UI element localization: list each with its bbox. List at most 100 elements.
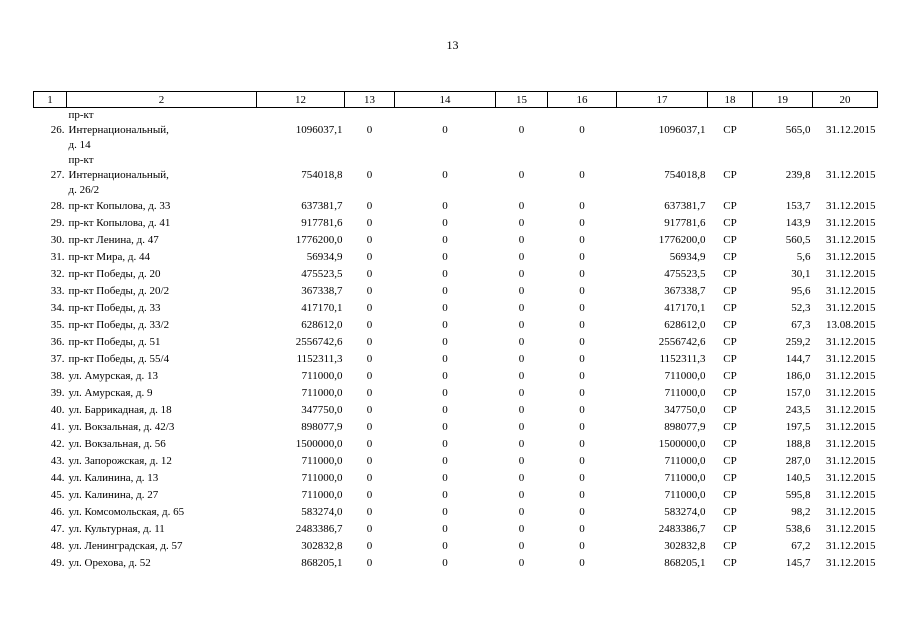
row-number: 33.: [50, 285, 65, 297]
cell-c17: 711000,0: [664, 370, 706, 382]
address-cell: пр-кт Интернациональный, д. 26/2: [67, 153, 257, 198]
cell-c19: 595,8: [785, 489, 811, 501]
table-header-row: 1 2 12 13 14 15 16 17 18 19 20: [33, 91, 878, 108]
cell-c19: 140,5: [785, 472, 811, 484]
cell-c17: 1152311,3: [659, 353, 706, 365]
cell-c15: 0: [518, 387, 525, 399]
address-line: ул. Калинина, д. 27: [68, 489, 159, 501]
row-number: 42.: [50, 438, 65, 450]
cell-c18: СР: [723, 540, 737, 552]
address-cell: пр-кт Победы, д. 33: [67, 300, 257, 317]
table-row: 41. ул. Вокзальная, д. 42/3 898077,9 0 0 0 0 89…: [34, 419, 878, 436]
cell-c13: 0: [366, 251, 373, 263]
cell-c13: 0: [366, 455, 373, 467]
cell-c12: 1500000,0: [295, 438, 343, 450]
address-line: д. 14: [68, 139, 91, 151]
address-line: ул. Калинина, д. 13: [68, 472, 159, 484]
table-row: 38. ул. Амурская, д. 13 711000,0 0 0 0 0 711000…: [34, 368, 878, 385]
address-line: пр-кт Копылова, д. 41: [68, 217, 171, 229]
cell-c16: 0: [579, 404, 585, 416]
cell-c17: 711000,0: [664, 387, 706, 399]
column-header: 13: [344, 91, 395, 108]
address-cell: ул. Комсомольская, д. 65: [67, 504, 257, 521]
row-number: 34.: [50, 302, 65, 314]
column-header: 14: [394, 91, 496, 108]
cell-c16: 0: [579, 421, 585, 433]
row-number: 44.: [50, 472, 65, 484]
address-cell: пр-кт Победы, д. 33/2: [67, 317, 257, 334]
cell-c20: 31.12.2015: [826, 540, 876, 552]
cell-c19: 67,3: [791, 319, 811, 331]
cell-c18: СР: [723, 234, 737, 246]
table-row: 49. ул. Орехова, д. 52 868205,1 0 0 0 0 868205,…: [34, 555, 878, 572]
address-cell: ул. Амурская, д. 13: [67, 368, 257, 385]
table-row: 34. пр-кт Победы, д. 33 417170,1 0 0 0 0 417170…: [34, 300, 878, 317]
table-row: 29. пр-кт Копылова, д. 41 917781,6 0 0 0 0 9177…: [34, 215, 878, 232]
cell-c19: 560,5: [785, 234, 811, 246]
cell-c12: 637381,7: [301, 200, 343, 212]
cell-c20: 31.12.2015: [826, 506, 876, 518]
cell-c18: СР: [723, 523, 737, 535]
row-number: 43.: [50, 455, 65, 467]
cell-c16: 0: [579, 200, 585, 212]
cell-c18: СР: [723, 404, 737, 416]
column-header: 2: [66, 91, 257, 108]
data-table: 1 2 12 13 14 15 16 17 18 19 20 26. пр-кт И…: [33, 91, 878, 572]
cell-c12: 347750,0: [301, 404, 343, 416]
table-row: 37. пр-кт Победы, д. 55/4 1152311,3 0 0 0 0 115…: [34, 351, 878, 368]
cell-c19: 143,9: [785, 217, 811, 229]
address-line: пр-кт Мира, д. 44: [68, 251, 150, 263]
cell-c20: 31.12.2015: [826, 200, 876, 212]
cell-c19: 565,0: [785, 124, 811, 136]
cell-c18: СР: [723, 251, 737, 263]
cell-c16: 0: [579, 557, 585, 569]
cell-c20: 31.12.2015: [826, 557, 876, 569]
cell-c19: 157,0: [785, 387, 811, 399]
cell-c18: СР: [723, 557, 737, 569]
address-cell: пр-кт Копылова, д. 33: [67, 198, 257, 215]
cell-c17: 2483386,7: [658, 523, 706, 535]
cell-c13: 0: [366, 404, 373, 416]
cell-c17: 56934,9: [669, 251, 706, 263]
cell-c13: 0: [366, 169, 373, 181]
table-row: 45. ул. Калинина, д. 27 711000,0 0 0 0 0 711000…: [34, 487, 878, 504]
column-header: 15: [495, 91, 548, 108]
cell-c17: 367338,7: [664, 285, 706, 297]
address-cell: ул. Амурская, д. 9: [67, 385, 257, 402]
address-line: пр-кт: [68, 109, 94, 121]
cell-c15: 0: [518, 217, 525, 229]
cell-c12: 898077,9: [301, 421, 343, 433]
cell-c13: 0: [366, 557, 373, 569]
cell-c16: 0: [579, 319, 585, 331]
cell-c17: 868205,1: [664, 557, 706, 569]
cell-c13: 0: [366, 200, 373, 212]
cell-c18: СР: [723, 353, 737, 365]
cell-c20: 31.12.2015: [826, 455, 876, 467]
cell-c14: 0: [442, 353, 448, 365]
cell-c15: 0: [518, 268, 525, 280]
cell-c17: 917781,6: [664, 217, 706, 229]
cell-c12: 1152311,3: [296, 353, 343, 365]
table-row: 35. пр-кт Победы, д. 33/2 628612,0 0 0 0 0 6286…: [34, 317, 878, 334]
cell-c12: 711000,0: [301, 489, 343, 501]
table-row: 42. ул. Вокзальная, д. 56 1500000,0 0 0 0 0 150…: [34, 436, 878, 453]
cell-c15: 0: [518, 169, 525, 181]
cell-c18: СР: [723, 387, 737, 399]
cell-c13: 0: [366, 540, 373, 552]
cell-c19: 239,8: [785, 169, 811, 181]
cell-c12: 583274,0: [301, 506, 343, 518]
cell-c15: 0: [518, 251, 525, 263]
cell-c12: 2556742,6: [295, 336, 343, 348]
row-number: 36.: [50, 336, 65, 348]
cell-c12: 711000,0: [301, 472, 343, 484]
cell-c18: СР: [723, 438, 737, 450]
table-row: 33. пр-кт Победы, д. 20/2 367338,7 0 0 0 0 3673…: [34, 283, 878, 300]
cell-c15: 0: [518, 336, 525, 348]
table-row: 36. пр-кт Победы, д. 51 2556742,6 0 0 0 0 25567…: [34, 334, 878, 351]
address-cell: пр-кт Победы, д. 51: [67, 334, 257, 351]
table-body: 26. пр-кт Интернациональный, д. 14 1096037,1…: [34, 108, 878, 573]
row-number: 45.: [50, 489, 65, 501]
cell-c19: 67,2: [791, 540, 811, 552]
cell-c18: СР: [723, 506, 737, 518]
cell-c13: 0: [366, 506, 373, 518]
